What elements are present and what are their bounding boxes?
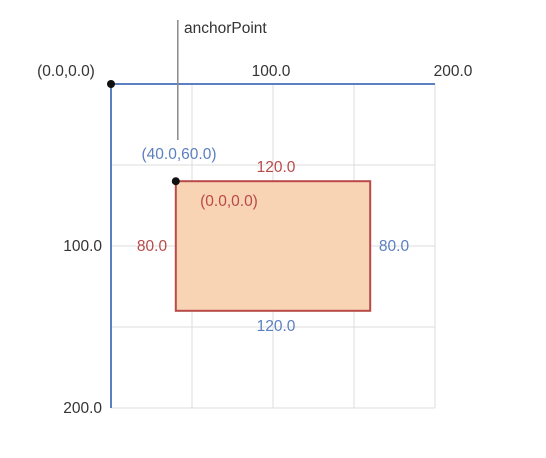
anchor-point-label: anchorPoint [184,20,267,37]
sublayer-right-height-label: 80.0 [379,238,410,255]
superlayer-origin-dot [107,80,115,88]
sublayer-origin-label: (0.0,0.0) [200,193,258,210]
sublayer-left-height-label: 80.0 [137,238,168,255]
sublayer-position-label: (40.0,60.0) [142,146,217,163]
sublayer-top-width-label: 120.0 [257,159,296,176]
y-axis-label-100: 100.0 [63,238,102,255]
sublayer-bottom-width-label: 120.0 [257,318,296,335]
x-axis-label-200: 200.0 [434,63,473,80]
sublayer-rect [174,180,372,312]
superlayer-origin-label: (0.0,0.0) [37,63,95,80]
anchor-point-dot [171,177,180,186]
x-axis-label-100: 100.0 [252,63,291,80]
y-axis-label-200: 200.0 [63,400,102,417]
